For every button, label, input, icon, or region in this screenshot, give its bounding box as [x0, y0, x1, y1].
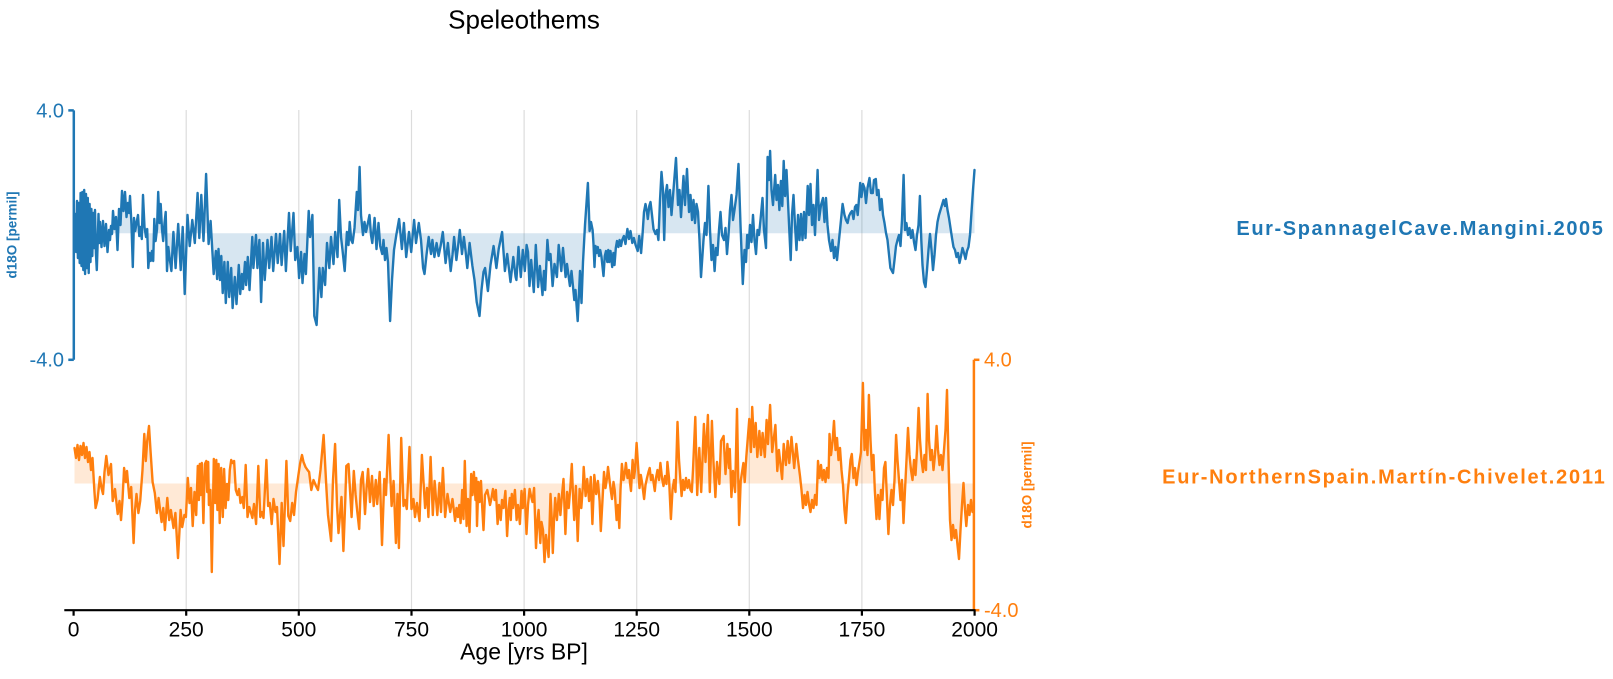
svg-text:Eur-NorthernSpain.Martín-Chive: Eur-NorthernSpain.Martín-Chivelet.2011: [1162, 467, 1606, 489]
svg-text:4.0: 4.0: [36, 101, 64, 123]
svg-text:d18O [permil]: d18O [permil]: [1020, 441, 1035, 528]
svg-text:1750: 1750: [839, 619, 886, 642]
svg-text:-4.0: -4.0: [30, 350, 64, 372]
svg-text:d18O [permil]: d18O [permil]: [5, 191, 20, 278]
svg-text:500: 500: [281, 619, 316, 642]
svg-text:Age [yrs BP]: Age [yrs BP]: [460, 638, 588, 664]
svg-text:0: 0: [68, 619, 80, 642]
svg-text:1000: 1000: [501, 619, 548, 642]
svg-text:1250: 1250: [613, 619, 660, 642]
svg-text:Speleothems: Speleothems: [448, 5, 600, 35]
svg-text:-4.0: -4.0: [984, 600, 1018, 622]
svg-text:4.0: 4.0: [984, 350, 1012, 372]
svg-text:1500: 1500: [726, 619, 773, 642]
svg-text:750: 750: [394, 619, 429, 642]
svg-text:2000: 2000: [951, 619, 998, 642]
svg-text:250: 250: [169, 619, 204, 642]
svg-text:Eur-SpannagelCave.Mangini.2005: Eur-SpannagelCave.Mangini.2005: [1236, 218, 1604, 240]
